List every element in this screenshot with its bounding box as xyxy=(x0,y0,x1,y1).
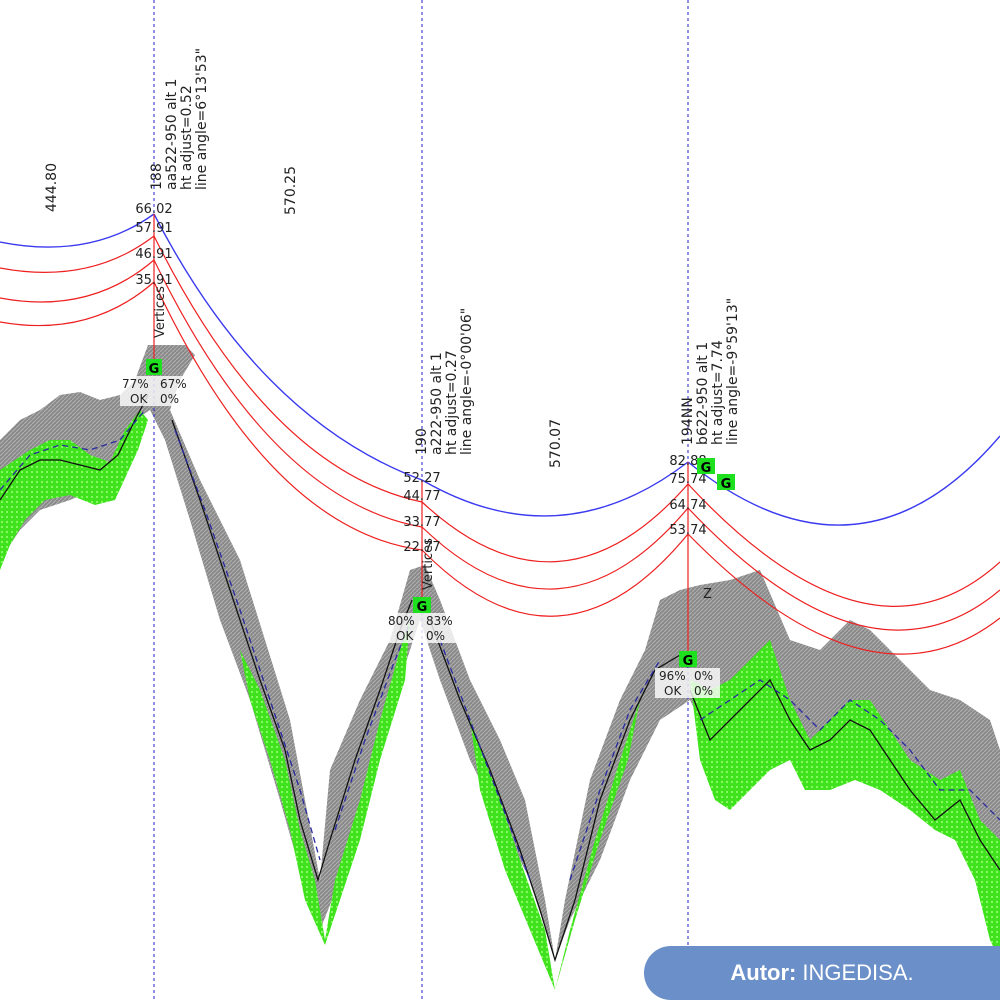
svg-text:190: 190 xyxy=(414,428,430,455)
svg-text:0%: 0% xyxy=(694,669,713,683)
structure-188[interactable]: 188 aa522-950 alt 1 ht adjust=0.52 line … xyxy=(120,48,210,406)
span-length-1: 444.80 xyxy=(44,163,60,212)
svg-text:75.74: 75.74 xyxy=(669,472,706,487)
structure-190[interactable]: 190 a222-950 alt 1 ht adjust=0.27 line a… xyxy=(385,308,475,643)
svg-text:77%: 77% xyxy=(122,377,149,391)
clearance-status: 77% 67% OK 0% xyxy=(120,376,190,406)
ground-marker-label: G xyxy=(417,600,428,615)
ground-marker-label: G xyxy=(149,362,160,377)
svg-text:188: 188 xyxy=(149,163,165,190)
svg-text:33.77: 33.77 xyxy=(403,515,440,530)
svg-text:57.91: 57.91 xyxy=(135,221,172,236)
clearance-status: 80% 83% OK 0% xyxy=(385,613,457,643)
ground-marker xyxy=(717,474,735,490)
svg-text:46.91: 46.91 xyxy=(135,247,172,262)
structure-label: 188 aa522-950 alt 1 ht adjust=0.52 line … xyxy=(149,48,210,190)
svg-text:OK: OK xyxy=(130,392,148,406)
author-name: INGEDISA. xyxy=(802,960,914,985)
svg-text:a222-950 alt 1: a222-950 alt 1 xyxy=(429,352,445,455)
ground-wire-catenary xyxy=(0,213,1000,526)
svg-text:96%: 96% xyxy=(659,669,686,683)
svg-text:64.74: 64.74 xyxy=(669,498,706,513)
svg-text:44.77: 44.77 xyxy=(403,489,440,504)
author-prefix: Autor: xyxy=(730,960,797,985)
svg-text:22.77: 22.77 xyxy=(403,540,440,555)
svg-text:aa522-950 alt 1: aa522-950 alt 1 xyxy=(164,79,180,190)
svg-text:53.74: 53.74 xyxy=(669,523,706,538)
svg-text:66.02: 66.02 xyxy=(135,202,172,217)
svg-text:OK: OK xyxy=(664,684,682,698)
svg-text:83%: 83% xyxy=(426,614,453,628)
svg-text:0%: 0% xyxy=(694,684,713,698)
attachment-heights: 66.02 57.91 46.91 35.91 xyxy=(135,202,172,288)
vertices-label: Vertices xyxy=(421,538,436,590)
z-label: Z xyxy=(703,587,712,602)
vertices-label: Vertices xyxy=(153,286,168,338)
attachment-heights: 52.27 44.77 33.77 22.77 xyxy=(403,471,440,555)
svg-text:ht adjust=0.52: ht adjust=0.52 xyxy=(179,85,195,190)
tower-masts xyxy=(153,214,689,655)
svg-text:0%: 0% xyxy=(160,392,179,406)
ground-marker xyxy=(146,359,162,375)
span-length-3: 570.07 xyxy=(548,419,564,468)
conductor-catenaries xyxy=(0,235,1000,655)
ground-marker xyxy=(679,651,697,667)
svg-text:67%: 67% xyxy=(160,377,187,391)
svg-text:line angle=-9°59'13": line angle=-9°59'13" xyxy=(725,298,741,445)
svg-text:ht adjust=7.74: ht adjust=7.74 xyxy=(710,340,726,445)
terrain-point-cloud xyxy=(0,345,1000,960)
terrain-profile-line xyxy=(0,394,1000,963)
ground-marker-label: G xyxy=(721,477,732,492)
svg-text:OK: OK xyxy=(396,629,414,643)
clearance-status: 96% 0% OK 0% xyxy=(655,668,720,698)
span-length-2: 570.25 xyxy=(283,166,299,215)
structure-194NN[interactable]: 194NN b622-950 alt 1 ht adjust=7.74 line… xyxy=(655,298,741,698)
vegetation-point-cloud xyxy=(0,410,1000,990)
ground-marker-label: G xyxy=(683,654,694,669)
svg-text:ht adjust=0.27: ht adjust=0.27 xyxy=(444,350,460,455)
structure-label: 194NN b622-950 alt 1 ht adjust=7.74 line… xyxy=(680,298,741,445)
svg-text:0%: 0% xyxy=(426,629,445,643)
svg-text:194NN: 194NN xyxy=(680,397,696,445)
structure-label: 190 a222-950 alt 1 ht adjust=0.27 line a… xyxy=(414,308,475,455)
svg-text:line angle=-0°00'06": line angle=-0°00'06" xyxy=(459,308,475,455)
svg-text:b622-950 alt 1: b622-950 alt 1 xyxy=(695,342,711,445)
ground-marker xyxy=(697,458,715,474)
dashed-profile-line xyxy=(0,409,1000,881)
svg-text:52.27: 52.27 xyxy=(403,471,440,486)
span-lengths: 444.80 570.25 570.07 xyxy=(44,163,564,468)
svg-text:35.91: 35.91 xyxy=(135,273,172,288)
svg-text:line angle=6°13'53": line angle=6°13'53" xyxy=(194,48,210,190)
ground-marker-label: G xyxy=(701,461,712,476)
svg-text:80%: 80% xyxy=(388,614,415,628)
author-credit: Autor: INGEDISA. xyxy=(644,946,1000,1000)
ground-marker xyxy=(413,597,431,613)
